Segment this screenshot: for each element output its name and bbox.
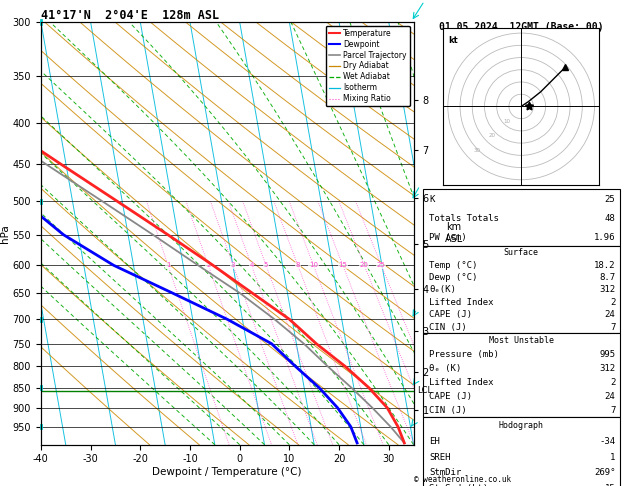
Text: 7: 7 (610, 406, 615, 416)
Text: 1.96: 1.96 (594, 233, 615, 242)
Text: Temp (°C): Temp (°C) (429, 260, 477, 270)
Text: StmSpd (kt): StmSpd (kt) (429, 484, 488, 486)
Text: Surface: Surface (504, 248, 538, 257)
Text: EH: EH (429, 437, 440, 446)
Text: 48: 48 (604, 214, 615, 223)
Text: Pressure (mb): Pressure (mb) (429, 350, 499, 359)
Bar (423, 246, 620, 332)
Text: PW (cm): PW (cm) (429, 233, 467, 242)
Text: CIN (J): CIN (J) (429, 323, 467, 331)
Text: 312: 312 (599, 285, 615, 295)
Legend: Temperature, Dewpoint, Parcel Trajectory, Dry Adiabat, Wet Adiabat, Isotherm, Mi: Temperature, Dewpoint, Parcel Trajectory… (326, 26, 409, 106)
Text: Lifted Index: Lifted Index (429, 378, 494, 387)
Text: Hodograph: Hodograph (499, 421, 543, 430)
Text: 2: 2 (610, 378, 615, 387)
Text: CAPE (J): CAPE (J) (429, 392, 472, 401)
Text: 8.7: 8.7 (599, 273, 615, 282)
Text: Totals Totals: Totals Totals (429, 214, 499, 223)
Bar (423, 189, 620, 246)
X-axis label: Dewpoint / Temperature (°C): Dewpoint / Temperature (°C) (152, 467, 302, 477)
Text: Most Unstable: Most Unstable (489, 336, 554, 345)
Text: Mixing Ratio (g/kg): Mixing Ratio (g/kg) (430, 193, 438, 273)
Text: LCL: LCL (417, 386, 432, 396)
Text: 25: 25 (604, 195, 615, 204)
Text: Lifted Index: Lifted Index (429, 298, 494, 307)
Text: 41°17'N  2°04'E  128m ASL: 41°17'N 2°04'E 128m ASL (41, 9, 219, 22)
Bar (423, 417, 620, 486)
Text: θₑ (K): θₑ (K) (429, 364, 461, 373)
Text: CIN (J): CIN (J) (429, 406, 467, 416)
Bar (423, 332, 620, 417)
Text: 18.2: 18.2 (594, 260, 615, 270)
Text: 8: 8 (296, 262, 300, 268)
Text: StmDir: StmDir (429, 468, 461, 477)
Text: CAPE (J): CAPE (J) (429, 310, 472, 319)
Text: θₑ(K): θₑ(K) (429, 285, 456, 295)
Text: 5: 5 (264, 262, 268, 268)
Text: 2: 2 (206, 262, 211, 268)
Text: 01.05.2024  12GMT (Base: 00): 01.05.2024 12GMT (Base: 00) (439, 22, 603, 32)
Text: -34: -34 (599, 437, 615, 446)
Text: 4: 4 (249, 262, 253, 268)
Text: 7: 7 (610, 323, 615, 331)
Text: 995: 995 (599, 350, 615, 359)
Text: 3: 3 (231, 262, 235, 268)
Y-axis label: hPa: hPa (0, 224, 10, 243)
Text: 15: 15 (604, 484, 615, 486)
Text: 2: 2 (610, 298, 615, 307)
Text: © weatheronline.co.uk: © weatheronline.co.uk (414, 474, 511, 484)
Text: 1: 1 (610, 452, 615, 462)
Text: 312: 312 (599, 364, 615, 373)
Text: 24: 24 (604, 392, 615, 401)
Text: 24: 24 (604, 310, 615, 319)
Text: K: K (429, 195, 435, 204)
Text: SREH: SREH (429, 452, 450, 462)
Text: 15: 15 (338, 262, 347, 268)
Text: 20: 20 (360, 262, 369, 268)
Y-axis label: km
ASL: km ASL (445, 223, 463, 244)
Text: 269°: 269° (594, 468, 615, 477)
Text: 1: 1 (166, 262, 170, 268)
Text: 10: 10 (309, 262, 318, 268)
Text: 25: 25 (377, 262, 386, 268)
Text: Dewp (°C): Dewp (°C) (429, 273, 477, 282)
